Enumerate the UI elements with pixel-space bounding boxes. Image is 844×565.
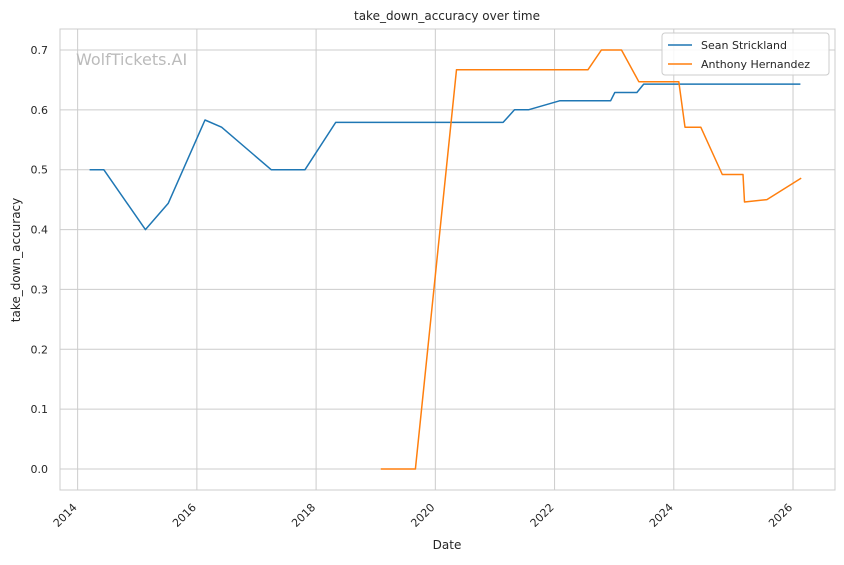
- series-line-anthony-hernandez: [380, 49, 802, 470]
- y-tick-labels: 0.0 0.1 0.2 0.3 0.4 0.5 0.6 0.7: [31, 44, 49, 476]
- y-tick-label: 0.3: [31, 283, 49, 296]
- y-tick-label: 0.4: [31, 224, 49, 237]
- series-line-sean-strickland: [89, 83, 801, 231]
- x-tick-label: 2022: [528, 501, 557, 530]
- x-axis-label: Date: [433, 538, 462, 552]
- y-tick-label: 0.2: [31, 343, 49, 356]
- x-tick-label: 2014: [51, 501, 80, 530]
- y-tick-label: 0.1: [31, 403, 49, 416]
- y-tick-label: 0.5: [31, 164, 49, 177]
- plot-area-frame: [59, 28, 836, 491]
- legend-box: [661, 32, 830, 76]
- legend-label-anthony-hernandez: Anthony Hernandez: [701, 58, 810, 71]
- y-axis-label: take_down_accuracy: [9, 198, 23, 322]
- y-tick-label: 0.6: [31, 104, 49, 117]
- watermark-text: WolfTickets.AI: [76, 50, 187, 69]
- y-tick-label: 0.7: [31, 44, 49, 57]
- x-tick-label: 2018: [289, 501, 318, 530]
- legend: Sean Strickland Anthony Hernandez: [661, 32, 830, 76]
- x-tick-label: 2024: [647, 501, 676, 530]
- x-tick-labels: 2014 2016 2018 2020 2022 2024 2026: [51, 501, 795, 530]
- grid-lines: [60, 29, 835, 490]
- legend-label-sean-strickland: Sean Strickland: [701, 39, 787, 52]
- x-tick-label: 2016: [170, 501, 199, 530]
- x-tick-label: 2020: [408, 501, 437, 530]
- chart-title: take_down_accuracy over time: [354, 9, 540, 23]
- x-tick-label: 2026: [766, 501, 795, 530]
- y-tick-label: 0.0: [31, 463, 49, 476]
- series-lines: [89, 49, 802, 470]
